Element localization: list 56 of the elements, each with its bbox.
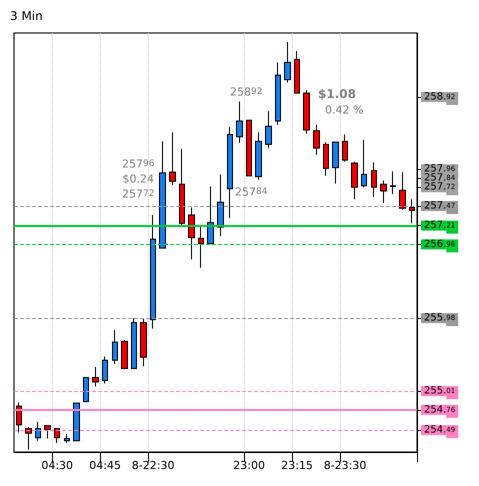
candlestick [131,318,137,369]
candlestick [159,140,166,249]
candlestick [284,42,291,84]
annotation: 0.42 % [325,104,364,116]
candlestick [227,126,233,219]
candlestick [198,226,204,268]
candlestick [275,62,281,126]
candlestick [102,356,108,384]
candlestick [169,132,176,186]
candlestick [35,421,41,442]
x-tick-label: 04:30 [41,459,74,472]
candlestick [188,207,195,260]
x-tick-label: 04:45 [89,459,122,472]
candlestick [73,402,80,442]
candlestick [64,433,70,444]
candlestick [313,124,320,156]
annotation: 25772 [122,188,154,200]
candlestick [361,139,367,188]
annotation: $1.08 [318,87,356,101]
candlestick [16,402,22,433]
candlestick [371,162,377,198]
candlestick [92,366,99,388]
candlestick [140,318,147,367]
annotation: $0.24 [122,172,154,186]
x-tick-label: 8-23:30 [324,459,366,472]
candlestick [121,339,128,369]
x-tick-label: 23:15 [281,459,313,472]
candlestick [83,377,89,402]
candlestick [409,198,415,224]
candlestick [399,172,406,210]
candlestick [342,134,348,162]
candlestick [207,186,214,244]
candlestick [112,330,118,364]
chart-title: 3 Min [10,9,43,23]
candlestick [246,120,252,176]
candlestick [236,100,243,144]
candlestick [294,50,300,94]
candlestick [303,90,310,134]
candlestick [323,142,329,176]
x-tick-label: 8-22:30 [132,459,174,472]
candlestick [44,425,51,439]
candlestick [351,161,358,200]
candlestick [179,148,185,228]
candlestick [25,426,32,450]
annotation: 25892 [230,86,262,98]
candlestick [217,174,224,237]
annotation: 25796 [122,158,155,170]
candlestick [390,170,396,194]
x-tick-label: 23:00 [233,459,265,472]
annotation: 25784 [235,186,268,198]
candlestick [265,110,272,149]
candlestick [54,428,60,444]
candlestick [332,142,339,184]
candlestick [255,132,262,180]
candlestick [150,214,156,330]
candlestick [380,180,387,204]
